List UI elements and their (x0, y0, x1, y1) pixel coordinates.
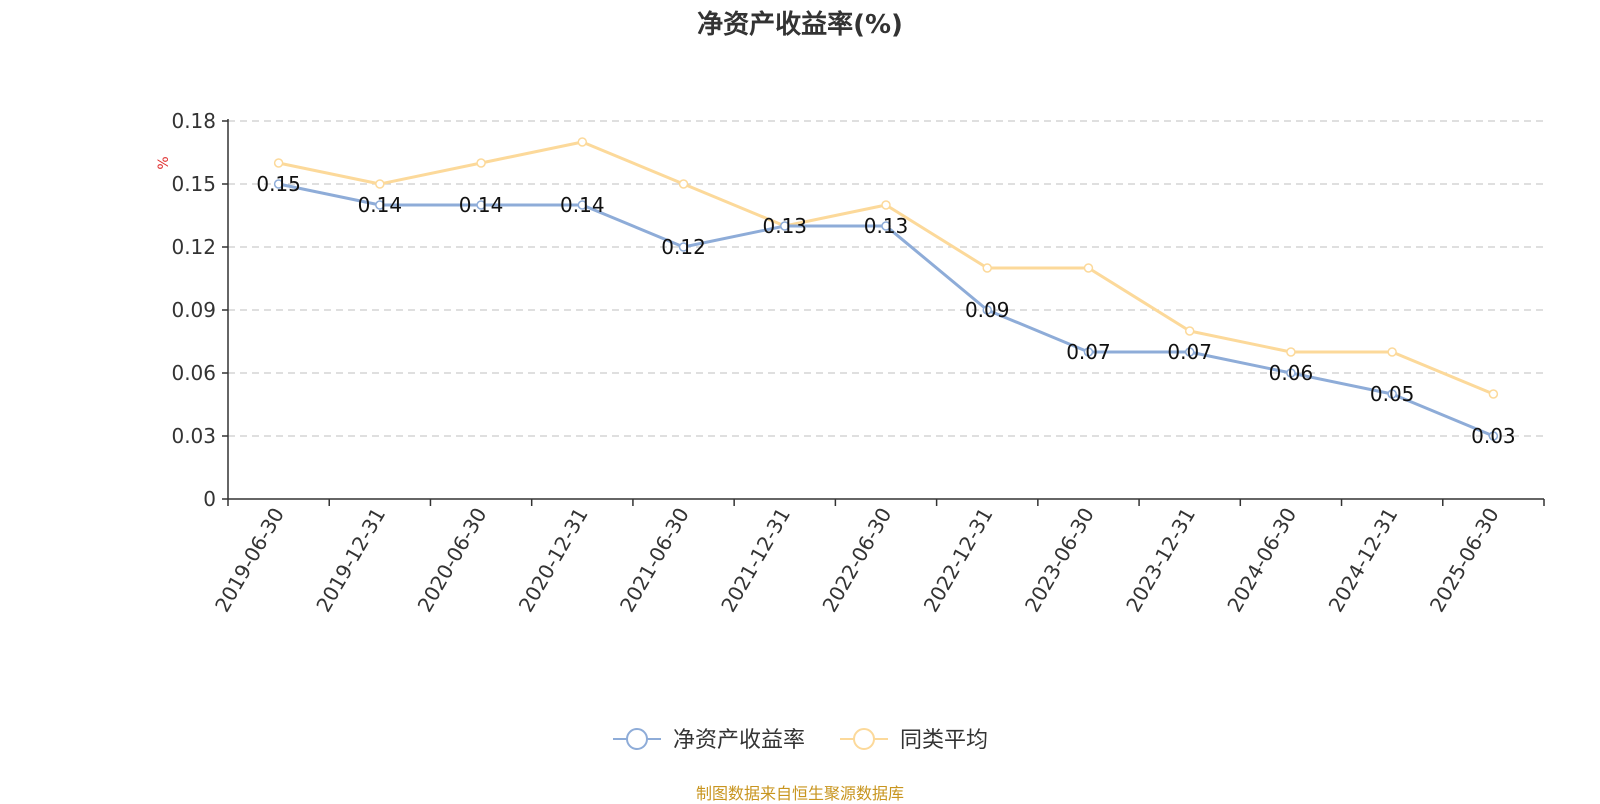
x-tick-label: 2022-12-31 (919, 503, 998, 616)
data-label: 0.07 (1066, 340, 1111, 364)
x-tick-label: 2024-12-31 (1324, 504, 1403, 617)
y-tick-label: 0.18 (171, 109, 216, 133)
data-point (273, 158, 284, 168)
data-point (1286, 347, 1296, 357)
y-tick-label: 0.15 (171, 172, 216, 196)
data-label: 0.12 (661, 235, 706, 259)
data-point (375, 200, 385, 210)
x-tick-label: 2019-12-31 (311, 504, 390, 617)
data-label: 0.14 (560, 193, 605, 217)
data-label: 0.09 (965, 298, 1010, 322)
data-point (1387, 347, 1397, 357)
data-point (1184, 326, 1195, 336)
y-tick-label: 0 (203, 487, 216, 511)
legend-marker (853, 728, 875, 750)
data-label: 0.13 (864, 214, 909, 238)
data-point (1387, 389, 1397, 399)
x-tick-label: 2020-06-30 (413, 503, 492, 616)
data-point (1488, 431, 1499, 441)
y-tick-label: 0.06 (171, 361, 216, 385)
data-label: 0.03 (1471, 424, 1516, 448)
data-point (273, 179, 284, 189)
series-line (278, 140, 1494, 396)
x-tick-label: 2025-06-30 (1425, 504, 1504, 617)
data-point (1286, 368, 1296, 378)
x-tick-label: 2021-06-30 (615, 504, 694, 617)
y-tick-label: 0.03 (171, 424, 216, 448)
x-tick-label: 2021-12-31 (716, 504, 795, 617)
data-label: 0.13 (763, 214, 808, 238)
data-point (982, 263, 992, 273)
x-tick-label: 2023-12-31 (1121, 504, 1200, 617)
data-label: 0.07 (1167, 340, 1212, 364)
data-point (1488, 389, 1499, 399)
legend-marker (626, 728, 648, 750)
y-tick-label: 0.12 (171, 235, 216, 259)
data-label: 0.06 (1269, 361, 1314, 385)
x-tick-label: 2022-06-30 (817, 504, 896, 617)
data-label: 0.05 (1370, 382, 1415, 406)
data-label: 0.14 (358, 193, 403, 217)
x-tick-label: 2024-06-30 (1222, 504, 1301, 617)
data-point (881, 200, 891, 210)
y-axis-label: % (156, 156, 172, 169)
data-point (1184, 347, 1195, 357)
data-point (577, 137, 588, 147)
legend-label: 净资产收益率 (673, 728, 805, 753)
data-point (476, 158, 486, 168)
x-tick-label: 2023-06-30 (1020, 504, 1099, 617)
data-point (1083, 347, 1094, 357)
legend-label: 同类平均 (900, 728, 988, 753)
legend-item[interactable]: 净资产收益率 (613, 728, 805, 753)
data-point (780, 221, 790, 231)
x-tick-label: 2020-12-31 (514, 504, 593, 617)
data-point (982, 305, 992, 315)
y-tick-label: 0.09 (171, 298, 216, 322)
data-point (375, 179, 385, 189)
data-point (678, 242, 689, 252)
chart-title: 净资产收益率(%) (697, 10, 903, 40)
x-tick-label: 2019-06-30 (210, 504, 289, 617)
data-point (678, 179, 689, 189)
data-point (476, 200, 486, 210)
source-note: 制图数据来自恒生聚源数据库 (695, 784, 904, 803)
data-label: 0.14 (459, 193, 504, 217)
data-point (881, 221, 891, 231)
data-label: 0.15 (256, 172, 301, 196)
data-point (1083, 263, 1094, 273)
legend-item[interactable]: 同类平均 (840, 728, 988, 753)
data-point (577, 200, 588, 210)
